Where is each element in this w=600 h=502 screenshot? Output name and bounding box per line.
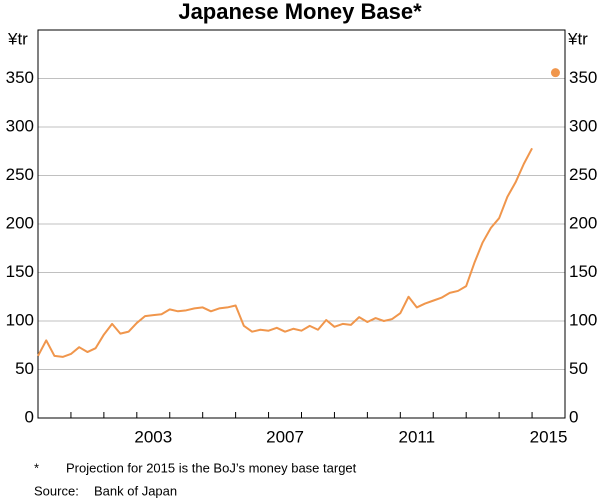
- footnote-marker: *: [34, 460, 39, 475]
- chart-title: Japanese Money Base*: [178, 0, 422, 24]
- y2-tick-label: 300: [569, 116, 597, 135]
- x-tick-label: 2015: [530, 427, 568, 446]
- y-tick-label: 300: [6, 116, 34, 135]
- data-line: [37, 147, 533, 358]
- y-tick-label: 0: [25, 407, 34, 426]
- y-tick-label: 250: [6, 165, 34, 184]
- y2-tick-label: 50: [569, 359, 588, 378]
- y-tick-label: 100: [6, 310, 34, 329]
- x-tick-label: 2003: [134, 427, 172, 446]
- y-unit-left: ¥tr: [7, 29, 28, 48]
- y2-tick-label: 200: [569, 213, 597, 232]
- x-tick-label: 2011: [399, 427, 436, 446]
- y-tick-label: 350: [6, 68, 34, 87]
- y2-tick-label: 250: [569, 165, 597, 184]
- y-tick-label: 200: [6, 213, 34, 232]
- footnote-text: Projection for 2015 is the BoJ’s money b…: [66, 460, 357, 475]
- x-tick-label: 2007: [266, 427, 304, 446]
- y2-tick-label: 150: [569, 262, 597, 281]
- projection-marker: [550, 68, 560, 78]
- source-text: Bank of Japan: [94, 483, 177, 498]
- y2-tick-label: 350: [569, 68, 597, 87]
- plot-frame: [37, 29, 566, 419]
- y-tick-label: 150: [6, 262, 34, 281]
- y2-tick-label: 100: [569, 310, 597, 329]
- y-tick-label: 50: [15, 359, 34, 378]
- y2-tick-label: 0: [569, 407, 578, 426]
- source-label: Source:: [34, 483, 79, 498]
- y-unit-right: ¥tr: [567, 29, 588, 48]
